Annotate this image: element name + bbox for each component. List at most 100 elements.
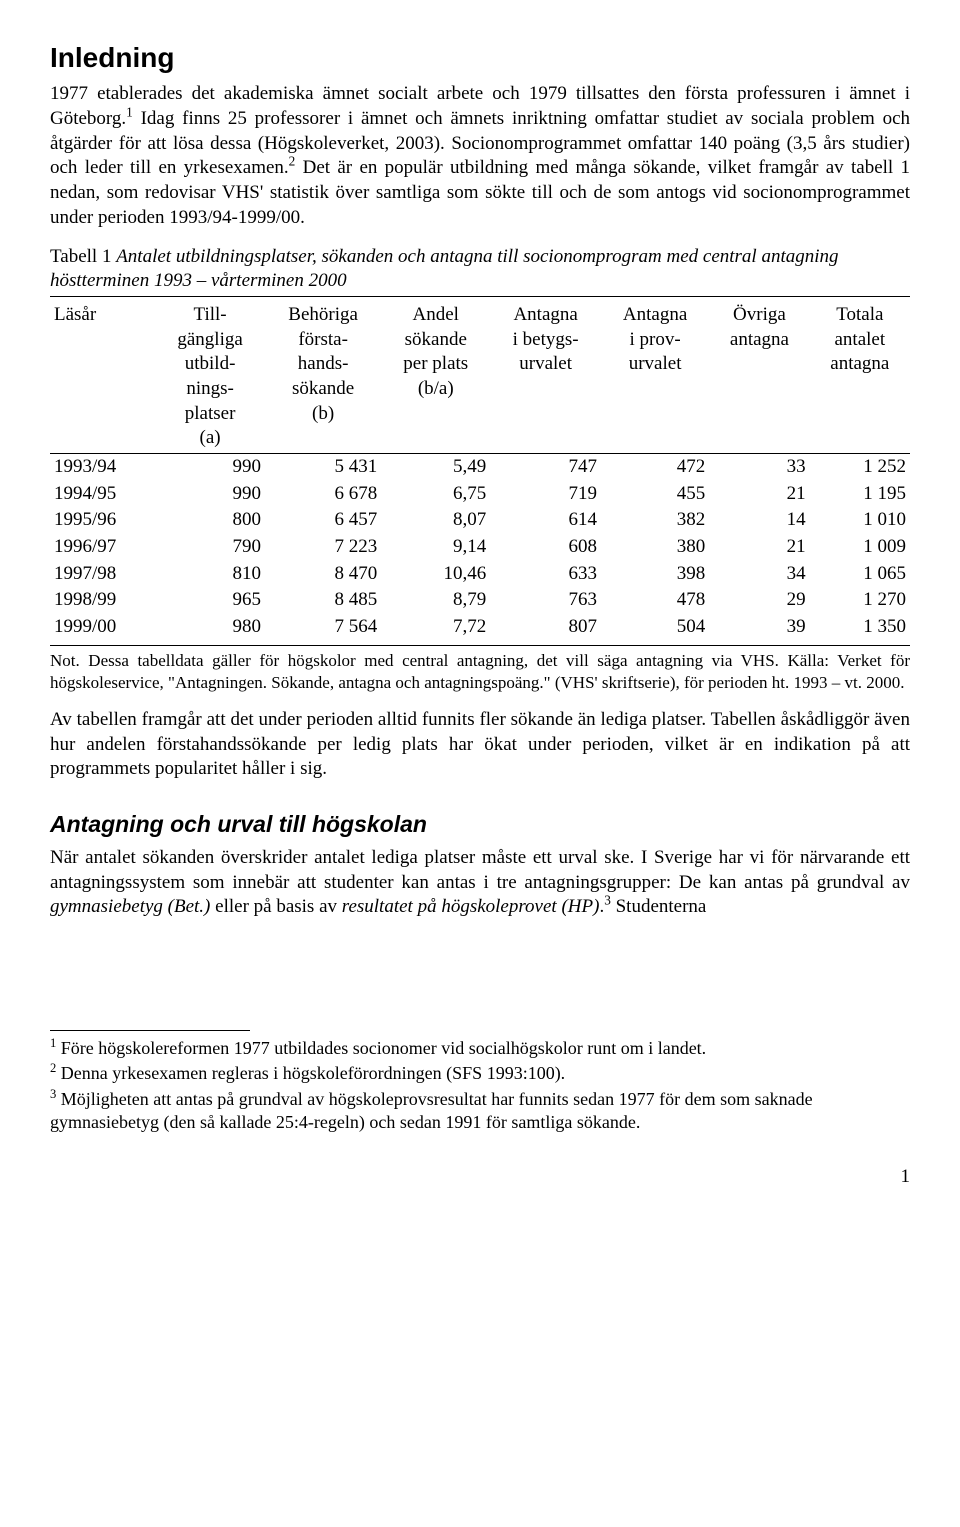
table-cell: 6 678 [265, 481, 381, 508]
data-table-wrap: LäsårTill-gängligautbild-nings-platser(a… [50, 296, 910, 646]
table-cell: 472 [601, 454, 709, 481]
table-cell: 1 065 [810, 561, 910, 588]
table-cell: 10,46 [381, 561, 490, 588]
table-cell: 1 195 [810, 481, 910, 508]
footnote-text: Före högskolereformen 1977 utbildades so… [56, 1038, 706, 1058]
p3-em1: gymnasiebetyg (Bet.) [50, 896, 210, 917]
table-cell: 8,07 [381, 507, 490, 534]
footnote: 2 Denna yrkesexamen regleras i högskolef… [50, 1062, 910, 1085]
table-cell: 747 [490, 454, 601, 481]
table-cell: 1999/00 [50, 614, 155, 641]
table-cell: 5,49 [381, 454, 490, 481]
table-row: 1995/968006 4578,07614382141 010 [50, 507, 910, 534]
table-cell: 1 010 [810, 507, 910, 534]
footnote: 1 Före högskolereformen 1977 utbildades … [50, 1037, 910, 1060]
table-cell: 990 [155, 454, 265, 481]
table-caption-text: Tabell 1 Antalet utbildningsplatser, sök… [50, 246, 839, 292]
table-col-header: Övrigaantagna [709, 301, 809, 454]
table-cell: 34 [709, 561, 809, 588]
p3-s4: Studenterna [611, 896, 707, 917]
table-cell: 1994/95 [50, 481, 155, 508]
table-head: LäsårTill-gängligautbild-nings-platser(a… [50, 301, 910, 454]
table-cell: 1 252 [810, 454, 910, 481]
footnote-ref-3: 3 [604, 893, 611, 908]
table-cell: 7 564 [265, 614, 381, 641]
intro-paragraph: 1977 etablerades det akademiska ämnet so… [50, 82, 910, 230]
table-cell: 8,79 [381, 587, 490, 614]
table-cell: 790 [155, 534, 265, 561]
table-row: 1993/949905 4315,49747472331 252 [50, 454, 910, 481]
table-cell: 14 [709, 507, 809, 534]
footnote-separator [50, 1030, 250, 1031]
table-cell: 382 [601, 507, 709, 534]
table-cell: 8 470 [265, 561, 381, 588]
table-row: 1994/959906 6786,75719455211 195 [50, 481, 910, 508]
table-cell: 810 [155, 561, 265, 588]
table-cell: 763 [490, 587, 601, 614]
table-cell: 9,14 [381, 534, 490, 561]
section-paragraph: När antalet sökanden överskrider antalet… [50, 846, 910, 920]
table-cell: 380 [601, 534, 709, 561]
table-cell: 478 [601, 587, 709, 614]
table-cell: 1997/98 [50, 561, 155, 588]
table-cell: 800 [155, 507, 265, 534]
table-cell: 504 [601, 614, 709, 641]
table-cell: 398 [601, 561, 709, 588]
table-cell: 7 223 [265, 534, 381, 561]
table-note: Not. Dessa tabelldata gäller för högskol… [50, 650, 910, 694]
table-cell: 608 [490, 534, 601, 561]
table-cell: 8 485 [265, 587, 381, 614]
table-cell: 1 009 [810, 534, 910, 561]
table-row: 1997/988108 47010,46633398341 065 [50, 561, 910, 588]
table-cell: 990 [155, 481, 265, 508]
table-header-row: LäsårTill-gängligautbild-nings-platser(a… [50, 301, 910, 454]
table-caption: Tabell 1 Antalet utbildningsplatser, sök… [50, 245, 910, 294]
footnote-text: Möjligheten att antas på grundval av hög… [50, 1089, 813, 1132]
table-cell: 1996/97 [50, 534, 155, 561]
table-cell: 5 431 [265, 454, 381, 481]
table-cell: 39 [709, 614, 809, 641]
table-col-header: Antagnai prov-urvalet [601, 301, 709, 454]
data-table: LäsårTill-gängligautbild-nings-platser(a… [50, 301, 910, 641]
table-cell: 455 [601, 481, 709, 508]
table-cell: 6 457 [265, 507, 381, 534]
p3-s2: eller på basis av [210, 896, 341, 917]
table-col-header: Antagnai betygs-urvalet [490, 301, 601, 454]
table-cell: 614 [490, 507, 601, 534]
table-cell: 719 [490, 481, 601, 508]
table-cell: 1 270 [810, 587, 910, 614]
table-cell: 1998/99 [50, 587, 155, 614]
table-row: 1999/009807 5647,72807504391 350 [50, 614, 910, 641]
section-heading: Antagning och urval till högskolan [50, 810, 910, 840]
table-row: 1996/977907 2239,14608380211 009 [50, 534, 910, 561]
p3-em2: resultatet på högskoleprovet (HP) [342, 896, 600, 917]
table-cell: 965 [155, 587, 265, 614]
table-col-header: Behörigaförsta-hands-sökande(b) [265, 301, 381, 454]
page-heading: Inledning [50, 40, 910, 76]
table-col-header: Läsår [50, 301, 155, 454]
table-col-header: Andelsökandeper plats(b/a) [381, 301, 490, 454]
p3-s1: När antalet sökanden överskrider antalet… [50, 847, 910, 893]
table-cell: 21 [709, 481, 809, 508]
table-cell: 980 [155, 614, 265, 641]
table-body: 1993/949905 4315,49747472331 2521994/959… [50, 454, 910, 641]
table-cell: 1995/96 [50, 507, 155, 534]
footnote-text: Denna yrkesexamen regleras i högskoleför… [56, 1063, 565, 1083]
table-col-header: Totalaantaletantagna [810, 301, 910, 454]
page-number: 1 [50, 1165, 910, 1190]
table-cell: 807 [490, 614, 601, 641]
table-cell: 1 350 [810, 614, 910, 641]
footnote: 3 Möjligheten att antas på grundval av h… [50, 1088, 910, 1135]
table-cell: 21 [709, 534, 809, 561]
table-row: 1998/999658 4858,79763478291 270 [50, 587, 910, 614]
footnotes-block: 1 Före högskolereformen 1977 utbildades … [50, 1037, 910, 1135]
table-cell: 7,72 [381, 614, 490, 641]
table-cell: 633 [490, 561, 601, 588]
table-col-header: Till-gängligautbild-nings-platser(a) [155, 301, 265, 454]
table-cell: 1993/94 [50, 454, 155, 481]
table-cell: 33 [709, 454, 809, 481]
footnote-ref-1: 1 [126, 105, 133, 120]
table-cell: 6,75 [381, 481, 490, 508]
after-table-paragraph: Av tabellen framgår att det under period… [50, 708, 910, 782]
table-cell: 29 [709, 587, 809, 614]
